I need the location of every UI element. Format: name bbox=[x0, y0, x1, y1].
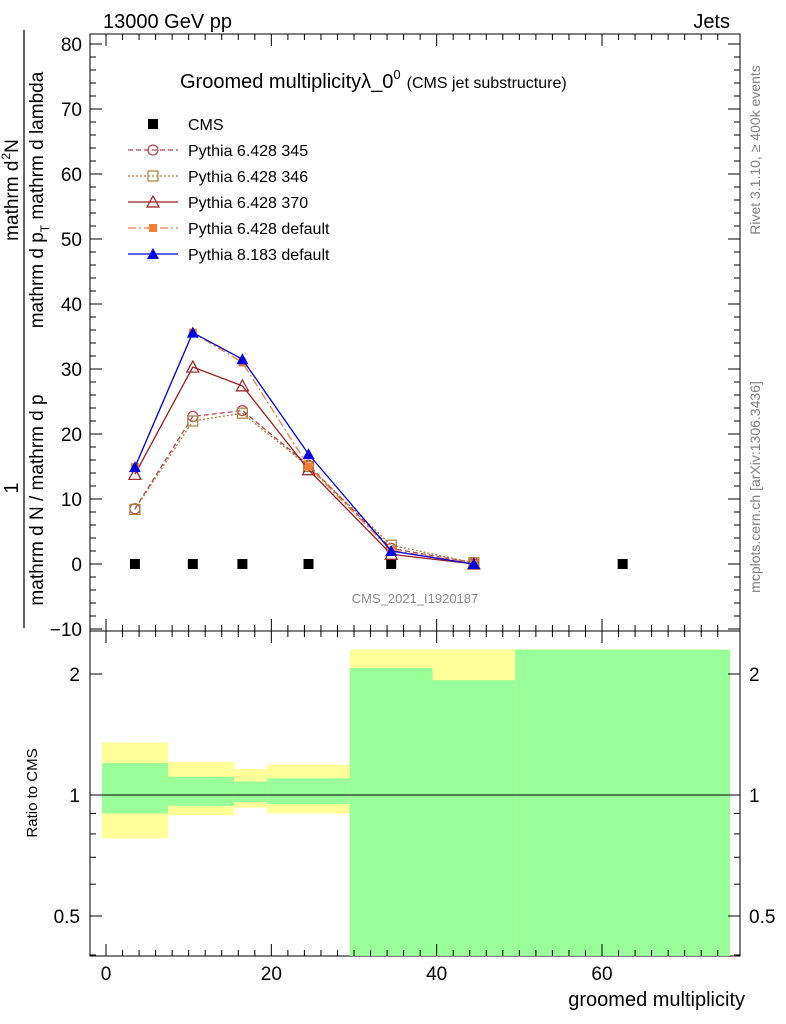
data-point bbox=[302, 448, 315, 460]
data-point bbox=[304, 462, 313, 471]
y-tick-label: 10 bbox=[61, 490, 82, 511]
data-point bbox=[386, 559, 397, 569]
ratio-band-green bbox=[168, 776, 235, 806]
data-point bbox=[186, 326, 199, 338]
series-pythia-6-428-345 bbox=[129, 405, 480, 569]
ratio-tick-label: 1 bbox=[69, 786, 80, 807]
ylabel-top: mathrm d2N bbox=[0, 139, 23, 241]
plot-title-sup: 0 bbox=[393, 67, 400, 82]
legend-label: Pythia 6.428 345 bbox=[188, 143, 308, 160]
ylabel-denominator: mathrm d N / mathrm d p bbox=[27, 394, 48, 605]
data-point bbox=[187, 415, 199, 427]
ratio-ylabel: Ratio to CMS bbox=[24, 748, 41, 837]
data-point bbox=[129, 559, 140, 569]
x-tick-label: 0 bbox=[101, 964, 112, 985]
series-pythia-8-183-default bbox=[128, 326, 480, 569]
y-tick-label: 50 bbox=[61, 230, 82, 251]
ratio-bands bbox=[102, 649, 730, 956]
data-point bbox=[237, 559, 248, 569]
data-point bbox=[303, 559, 314, 569]
rivet-info: Rivet 3.1.10, ≥ 400k events bbox=[747, 65, 763, 235]
y-tick-label: 0 bbox=[71, 555, 82, 576]
series-line bbox=[134, 409, 474, 564]
data-point bbox=[467, 558, 480, 569]
ratio-band-green bbox=[102, 763, 168, 814]
ratio-tick-label-right: 1 bbox=[749, 786, 760, 807]
series-line bbox=[134, 412, 475, 564]
plot-title: Groomed multiplicityλ_00 (CMS jet substru… bbox=[180, 67, 567, 93]
ratio-tick-label: 2 bbox=[69, 665, 80, 686]
x-tick-label: 60 bbox=[591, 964, 612, 985]
y-tick-label: 70 bbox=[61, 100, 82, 121]
ratio-ticks: 0.5 1 2 0.5 1 2 bbox=[54, 665, 775, 956]
data-point bbox=[236, 353, 249, 365]
legend: CMS Pythia 6.428 345 Pythia 6.428 346 Pythi… bbox=[128, 117, 330, 264]
series-pythia-6-428-370 bbox=[127, 359, 481, 570]
plot-subtitle: (CMS jet substructure) bbox=[407, 75, 567, 92]
data-point bbox=[235, 378, 250, 392]
legend-marker bbox=[149, 224, 157, 232]
y-tick-label: 30 bbox=[61, 360, 82, 381]
x-tick-label: 20 bbox=[261, 964, 282, 985]
legend-label: CMS bbox=[188, 117, 224, 134]
data-point bbox=[187, 559, 198, 569]
legend-marker bbox=[148, 119, 158, 129]
legend-marker bbox=[147, 248, 159, 259]
data-point bbox=[129, 503, 141, 515]
ylabel-numerator: 1 bbox=[1, 482, 23, 493]
header-right: Jets bbox=[693, 11, 730, 33]
ratio-band-green bbox=[234, 781, 268, 803]
header-left: 13000 GeV pp bbox=[103, 11, 232, 33]
series-cms bbox=[129, 559, 628, 569]
series-layer bbox=[127, 326, 628, 570]
data-point bbox=[236, 407, 248, 419]
ylabel-top-den: mathrm d pT mathrm d lambda bbox=[27, 71, 52, 328]
legend-marker bbox=[147, 170, 159, 182]
site-info: mcplots.cern.ch [arXiv:1306.3436] bbox=[747, 381, 763, 593]
ratio-band-green bbox=[432, 680, 516, 956]
x-axis-label: groomed multiplicity bbox=[568, 989, 745, 1011]
ratio-band-green bbox=[349, 667, 433, 956]
legend-label: Pythia 6.428 370 bbox=[188, 195, 308, 212]
x-ticks: 0 20 40 60 bbox=[101, 34, 719, 985]
ratio-tick-label-right: 2 bbox=[749, 665, 760, 686]
legend-label: Pythia 6.428 default bbox=[188, 221, 330, 238]
data-point bbox=[185, 359, 200, 373]
y-tick-label: 80 bbox=[61, 35, 82, 56]
main-ticks: −10 0 10 20 30 40 50 60 70 80 bbox=[50, 35, 740, 641]
y-axis-label: 1 mathrm d N / mathrm d p mathrm d2N mat… bbox=[0, 30, 52, 628]
y-tick-label: 20 bbox=[61, 425, 82, 446]
y-tick-label: 40 bbox=[61, 295, 82, 316]
legend-label: Pythia 8.183 default bbox=[188, 247, 330, 264]
ratio-tick-label: 0.5 bbox=[54, 907, 80, 928]
watermark: CMS_2021_I1920187 bbox=[352, 591, 479, 606]
ratio-band-green bbox=[267, 778, 350, 804]
series-line bbox=[134, 366, 474, 565]
data-point bbox=[128, 461, 141, 473]
ratio-tick-label-right: 0.5 bbox=[749, 907, 775, 928]
ratio-band-green bbox=[515, 649, 730, 956]
plot-title-main: Groomed multiplicityλ_0 bbox=[180, 71, 393, 93]
y-tick-label: 60 bbox=[61, 165, 82, 186]
legend-marker bbox=[147, 144, 159, 156]
data-point bbox=[127, 467, 142, 480]
legend-marker bbox=[145, 194, 161, 208]
legend-label: Pythia 6.428 346 bbox=[188, 169, 308, 186]
data-point bbox=[302, 460, 315, 473]
data-point bbox=[385, 545, 398, 556]
series-line bbox=[134, 331, 474, 565]
x-tick-label: 40 bbox=[426, 964, 447, 985]
data-point bbox=[617, 559, 628, 569]
y-tick-label: −10 bbox=[50, 620, 82, 641]
